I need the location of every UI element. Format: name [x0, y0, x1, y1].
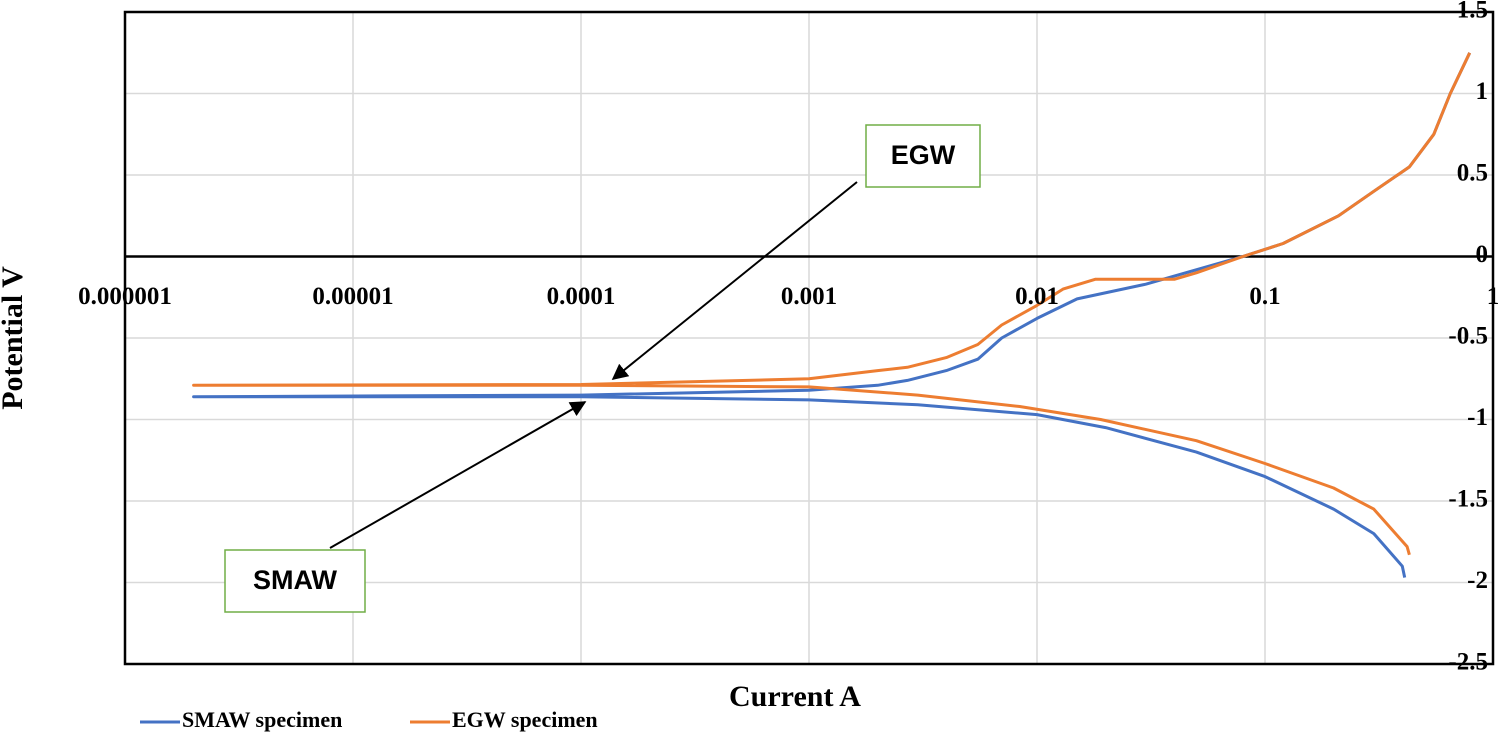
legend: SMAW specimen EGW specimen — [140, 707, 598, 732]
x-axis-title: Current A — [729, 680, 861, 713]
annotation: SMAW — [253, 565, 338, 595]
y-axis-title: Potential V — [0, 266, 29, 410]
annotation: EGW — [891, 140, 956, 170]
lines — [192, 52, 1472, 578]
y-tick-label: 0 — [1476, 241, 1489, 268]
x-tick-label: 0.001 — [781, 283, 837, 310]
plot-frame — [123, 10, 1495, 666]
x-tick-label: 0.01 — [1015, 283, 1059, 310]
y-tick-label: 1 — [1476, 78, 1489, 105]
x-tick-label: 0.1 — [1249, 283, 1280, 310]
x-tick-label: 0.000001 — [78, 283, 172, 310]
x-tick-label: 0.0001 — [547, 283, 616, 310]
x-tick-label: 0.00001 — [312, 283, 393, 310]
y-tick-label: -2 — [1467, 567, 1488, 594]
egw-box — [865, 124, 981, 188]
legend-label: SMAW specimen — [182, 707, 342, 732]
y-tick-label: 1.5 — [1457, 0, 1488, 24]
y-tick-label: -1.5 — [1448, 486, 1488, 513]
smaw-box — [224, 549, 366, 613]
y-tick-label: 0.5 — [1457, 160, 1488, 187]
series-line — [192, 52, 1472, 556]
y-tick-label: -2.5 — [1448, 649, 1488, 676]
x-tick-label: 1 — [1487, 283, 1500, 310]
series-line — [192, 52, 1472, 578]
y-tick-label: -0.5 — [1448, 323, 1488, 350]
egw-arrow — [611, 181, 858, 381]
smaw-arrow — [329, 401, 587, 549]
y-tick-label: -1 — [1467, 404, 1488, 431]
legend-label: EGW specimen — [452, 707, 598, 732]
grid — [124, 11, 1494, 665]
